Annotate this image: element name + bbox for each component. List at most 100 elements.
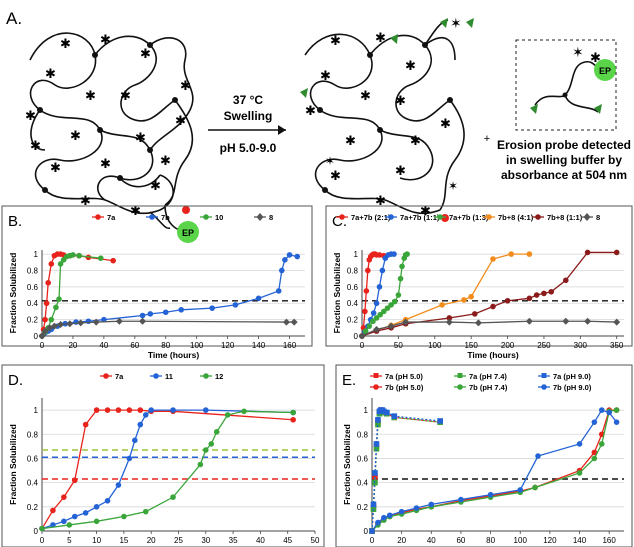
y-tick-label: 0.6: [27, 454, 39, 463]
y-tick-label: 0.8: [27, 266, 39, 275]
data-point: [77, 319, 85, 327]
data-point: [413, 505, 420, 511]
chart-panel-b: B.00.20.40.60.810 20 40 60 80 100 120 140 160Tim…: [1, 205, 313, 360]
y-tick-label: 0.4: [27, 479, 39, 488]
data-point: [526, 251, 533, 257]
data-point: [286, 252, 293, 258]
data-point: [208, 441, 215, 447]
x-tick-label: 100: [428, 341, 442, 350]
data-point: [209, 305, 215, 311]
data-point: [97, 255, 104, 261]
cleaved-linker-icons: ✶ ✶ ✶: [300, 15, 474, 222]
x-tick-label: 350: [610, 341, 624, 350]
red-bead-icon: [182, 206, 190, 214]
legend-label: 7a+7b (1:1): [400, 213, 440, 222]
caption-line-3: absorbance at 504 nm: [501, 168, 627, 182]
data-point: [115, 317, 123, 325]
y-tick-label: 0: [364, 527, 369, 536]
legend-marker: [153, 373, 159, 379]
chart-panel-d: D.00.20.40.60.8105101520253035404550Time…: [1, 364, 325, 547]
svg-text:✱: ✱: [45, 66, 56, 81]
data-point: [178, 306, 185, 313]
legend-marker: [103, 373, 109, 379]
y-tick-label: 0.8: [347, 266, 359, 275]
y-tick-label: 0.4: [347, 299, 359, 308]
data-point: [50, 322, 58, 330]
data-point: [115, 482, 122, 488]
data-point: [461, 297, 467, 303]
data-point: [533, 292, 540, 298]
svg-text:✱: ✱: [160, 153, 171, 168]
ep-label: EP: [182, 228, 194, 238]
data-point: [61, 518, 67, 525]
data-point: [375, 416, 381, 423]
data-point: [369, 528, 375, 534]
legend-marker: [149, 214, 155, 220]
data-point: [358, 332, 366, 340]
data-point: [446, 315, 453, 321]
x-tick-label: 50: [394, 341, 403, 350]
y-tick-label: 0.6: [347, 283, 359, 292]
data-point: [373, 325, 381, 333]
legend-marker: [339, 214, 345, 220]
x-tick-label: 60: [130, 341, 139, 350]
data-point: [397, 275, 404, 282]
data-point: [365, 267, 371, 274]
svg-text:✱: ✱: [60, 36, 71, 51]
panel-frame: [325, 205, 633, 347]
data-point: [43, 300, 50, 307]
legend-marker: [583, 213, 591, 221]
legend-label: 7a: [115, 372, 124, 381]
legend-label: 7a (pH 5.0): [385, 372, 423, 381]
legend-label: 7b (pH 5.0): [385, 383, 424, 392]
series-line: [361, 253, 530, 337]
data-point: [56, 296, 62, 302]
data-point: [373, 441, 380, 447]
panel-frame: [1, 205, 313, 347]
data-point: [121, 513, 127, 520]
y-tick-label: 0.8: [357, 430, 369, 439]
data-point: [139, 312, 146, 319]
data-point: [290, 409, 296, 416]
data-point: [170, 407, 176, 413]
svg-text:✱: ✱: [140, 46, 151, 61]
data-point: [255, 295, 262, 302]
data-point: [278, 267, 285, 274]
data-point: [613, 419, 620, 425]
svg-text:✱: ✱: [100, 156, 111, 171]
x-tick-label: 160: [283, 341, 297, 350]
x-axis-label: Time (hours): [153, 545, 204, 547]
svg-text:✱: ✱: [25, 108, 36, 123]
x-tick-label: 20: [397, 536, 406, 545]
x-tick-label: 15: [119, 536, 128, 545]
x-tick-label: 300: [574, 341, 588, 350]
svg-text:✱: ✱: [375, 193, 386, 208]
data-point: [142, 412, 149, 418]
svg-text:✱: ✱: [345, 133, 356, 148]
data-point: [57, 321, 65, 329]
svg-text:✱: ✱: [395, 93, 406, 108]
data-point: [93, 407, 100, 413]
legend-label: 7b+8 (1:1): [547, 213, 583, 222]
reaction-arrow: 37 °C Swelling pH 5.0-9.0: [208, 93, 286, 155]
data-point: [598, 441, 605, 447]
data-point: [372, 473, 378, 480]
data-point: [147, 311, 154, 317]
data-point: [606, 409, 612, 416]
x-tick-label: 40: [427, 536, 436, 545]
y-tick-label: 0.2: [27, 316, 39, 325]
data-point: [139, 317, 147, 325]
x-tick-label: 0: [370, 536, 375, 545]
legend-marker: [203, 214, 209, 220]
svg-text:✱: ✱: [420, 203, 431, 218]
data-point: [45, 279, 51, 286]
data-point: [241, 408, 247, 415]
data-point: [541, 290, 547, 297]
data-point: [535, 453, 541, 459]
data-point: [363, 288, 370, 294]
data-point: [387, 322, 395, 330]
data-point: [613, 318, 621, 326]
data-point: [38, 332, 46, 340]
data-point: [294, 253, 301, 260]
